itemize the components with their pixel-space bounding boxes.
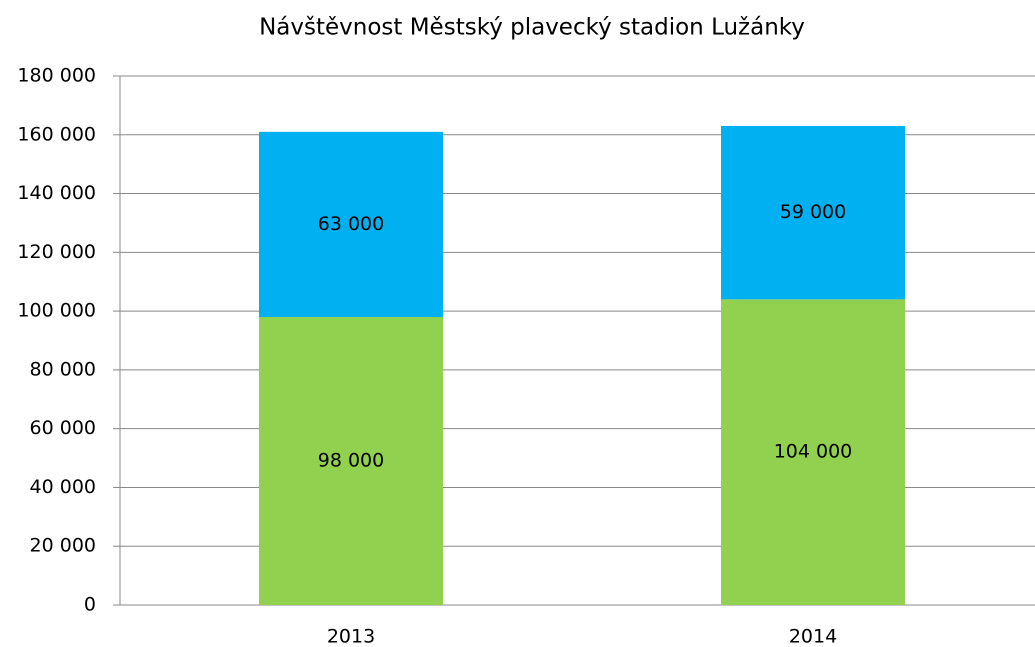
- y-tick-label: 100 000: [17, 300, 96, 322]
- bar-segment: [259, 131, 443, 317]
- y-tick-label: 60 000: [30, 417, 96, 439]
- x-tick-label: 2014: [789, 626, 837, 647]
- bar-segment: [259, 316, 443, 605]
- data-label: 104 000: [774, 441, 853, 463]
- y-tick-label: 0: [84, 594, 96, 616]
- bar-segment: [721, 299, 905, 605]
- y-tick-label: 160 000: [17, 123, 96, 145]
- data-label: 98 000: [318, 449, 384, 471]
- data-label: 59 000: [780, 201, 846, 223]
- chart-title: Návštěvnost Městský plavecký stadion Luž…: [259, 15, 805, 41]
- y-tick-label: 140 000: [17, 182, 96, 204]
- bar-segment: [721, 125, 905, 300]
- y-tick-label: 120 000: [17, 241, 96, 263]
- y-tick-label: 40 000: [30, 476, 96, 498]
- x-tick-label: 2013: [327, 626, 375, 647]
- y-tick-label: 80 000: [30, 358, 96, 380]
- y-tick-label: 20 000: [30, 535, 96, 557]
- data-label: 63 000: [318, 213, 384, 235]
- y-tick-label: 180 000: [17, 65, 96, 87]
